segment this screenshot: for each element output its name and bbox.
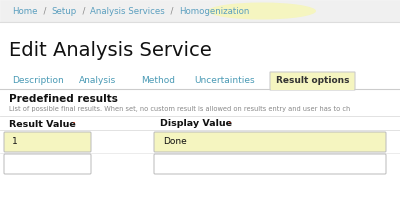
Text: Uncertainties: Uncertainties — [195, 76, 255, 85]
FancyBboxPatch shape — [154, 132, 386, 152]
Text: Home: Home — [12, 6, 38, 15]
Bar — [0, 0, 400, 22]
Ellipse shape — [208, 3, 316, 19]
FancyBboxPatch shape — [154, 154, 386, 174]
Text: Method: Method — [141, 76, 175, 85]
Text: ·: · — [228, 117, 232, 131]
Text: /: / — [38, 6, 51, 15]
Text: Predefined results: Predefined results — [9, 94, 118, 104]
Text: Analysis: Analysis — [79, 76, 117, 85]
Text: Result Value: Result Value — [9, 119, 76, 128]
FancyBboxPatch shape — [4, 132, 91, 152]
Text: ·: · — [72, 117, 76, 131]
Bar — [0, 72, 400, 90]
Bar — [271, 89, 354, 90]
Bar — [0, 89, 400, 214]
Text: List of possible final results. When set, no custom result is allowed on results: List of possible final results. When set… — [9, 106, 350, 112]
Text: Edit Analysis Service: Edit Analysis Service — [9, 40, 212, 59]
Text: Description: Description — [12, 76, 64, 85]
FancyBboxPatch shape — [4, 154, 91, 174]
Text: 1: 1 — [12, 138, 18, 147]
Text: Display Value: Display Value — [160, 119, 232, 128]
Text: /: / — [165, 6, 179, 15]
FancyBboxPatch shape — [270, 72, 355, 90]
Text: Setup: Setup — [51, 6, 77, 15]
Text: Analysis Services: Analysis Services — [90, 6, 165, 15]
Text: Result options: Result options — [276, 76, 349, 85]
Text: Homogenization: Homogenization — [179, 6, 250, 15]
Text: Done: Done — [163, 138, 187, 147]
Text: /: / — [77, 6, 90, 15]
